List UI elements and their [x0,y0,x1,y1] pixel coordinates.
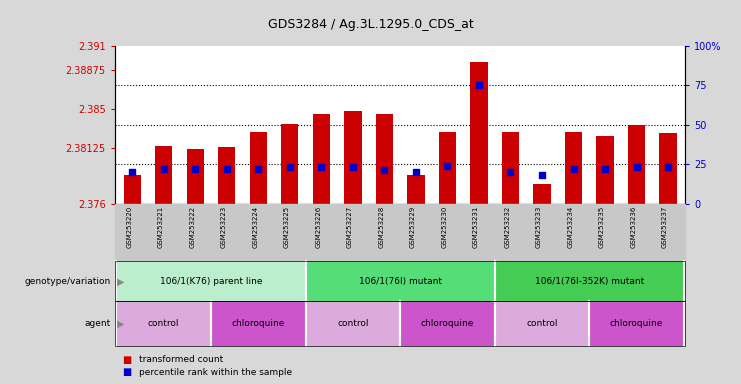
Text: chloroquine: chloroquine [421,319,474,328]
Text: GSM253222: GSM253222 [189,205,195,248]
Text: chloroquine: chloroquine [232,319,285,328]
Text: GSM253221: GSM253221 [158,205,164,248]
Point [316,164,328,170]
Text: GSM253220: GSM253220 [126,205,132,248]
Bar [502,132,519,204]
Text: GSM253226: GSM253226 [316,205,322,248]
Bar [597,136,614,204]
Bar [218,147,236,204]
Text: control: control [337,319,368,328]
Text: ▶: ▶ [117,276,124,286]
Point [505,169,516,175]
Bar [628,125,645,204]
Bar [471,62,488,204]
Text: GSM253228: GSM253228 [379,205,385,248]
Point [379,167,391,174]
Text: agent: agent [85,319,111,328]
Bar [376,114,393,204]
Point [189,166,201,172]
Text: GSM253234: GSM253234 [568,205,574,248]
Point [442,163,453,169]
Bar [313,114,330,204]
Text: ■: ■ [122,355,131,365]
Text: transformed count: transformed count [139,355,223,364]
Point [536,172,548,178]
Text: control: control [526,319,558,328]
Bar [344,111,362,204]
Text: 106/1(76I-352K) mutant: 106/1(76I-352K) mutant [535,277,644,286]
Point [473,83,485,89]
Bar [281,124,299,204]
Point [126,169,138,175]
Text: ▶: ▶ [117,318,124,329]
Text: GSM253227: GSM253227 [347,205,353,248]
Bar [565,132,582,204]
Text: ■: ■ [122,367,131,377]
Point [347,164,359,170]
Text: GSM253236: GSM253236 [631,205,637,248]
Text: GSM253231: GSM253231 [473,205,479,248]
Text: GSM253232: GSM253232 [505,205,511,248]
Text: GSM253229: GSM253229 [410,205,416,248]
Bar [250,132,267,204]
Text: chloroquine: chloroquine [610,319,663,328]
Text: GSM253224: GSM253224 [252,205,259,248]
Text: GDS3284 / Ag.3L.1295.0_CDS_at: GDS3284 / Ag.3L.1295.0_CDS_at [268,18,473,31]
Point [284,164,296,170]
Text: 106/1(76I) mutant: 106/1(76I) mutant [359,277,442,286]
Bar [408,175,425,204]
Text: genotype/variation: genotype/variation [25,277,111,286]
Text: GSM253233: GSM253233 [536,205,542,248]
Point [158,166,170,172]
Text: GSM253237: GSM253237 [662,205,668,248]
Point [253,166,265,172]
Point [599,166,611,172]
Text: 106/1(K76) parent line: 106/1(K76) parent line [160,277,262,286]
Text: GSM253230: GSM253230 [442,205,448,248]
Bar [534,184,551,204]
Point [631,164,642,170]
Text: percentile rank within the sample: percentile rank within the sample [139,368,292,377]
Bar [439,132,456,204]
Point [221,166,233,172]
Point [410,169,422,175]
Bar [659,133,677,204]
Text: control: control [148,319,179,328]
Point [568,166,579,172]
Point [662,164,674,170]
Bar [124,175,141,204]
Text: GSM253225: GSM253225 [284,205,290,248]
Text: GSM253235: GSM253235 [599,205,605,248]
Text: GSM253223: GSM253223 [221,205,227,248]
Bar [155,146,173,204]
Bar [187,149,204,204]
